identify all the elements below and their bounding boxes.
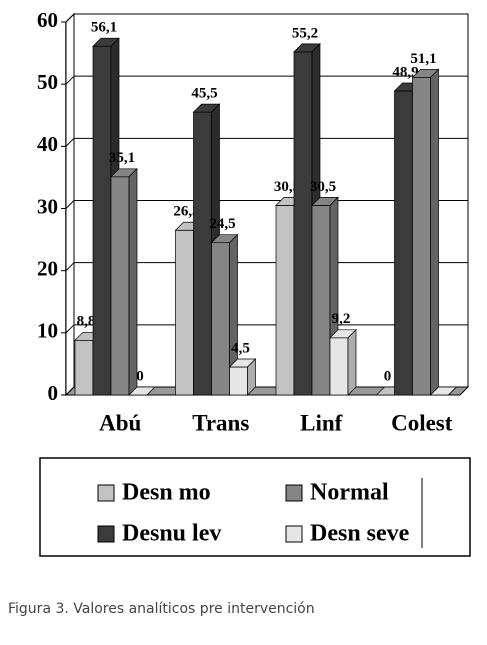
caption: Figura 3. Valores analíticos pre interve… bbox=[8, 601, 315, 617]
value-label: 9,2 bbox=[332, 311, 351, 327]
bar bbox=[193, 111, 212, 396]
bar-side bbox=[347, 328, 357, 396]
legend-swatch bbox=[97, 525, 115, 543]
y-tick-label: 30 bbox=[37, 194, 58, 218]
grid-line bbox=[65, 200, 75, 209]
legend-swatch bbox=[97, 484, 115, 502]
legend-label: Desnu lev bbox=[122, 521, 221, 547]
x-tick-label: Colest bbox=[391, 410, 453, 435]
x-tick-label: Abú bbox=[99, 410, 141, 435]
y-tick-label: 10 bbox=[37, 319, 58, 343]
bar bbox=[275, 205, 295, 396]
legend-box bbox=[39, 457, 471, 557]
value-label: 55,2 bbox=[292, 25, 318, 41]
value-label: 35,1 bbox=[109, 150, 135, 166]
bar-side bbox=[448, 386, 457, 396]
legend-swatch bbox=[285, 525, 303, 543]
bar bbox=[211, 242, 230, 396]
y-tick-label: 60 bbox=[37, 8, 58, 32]
bar-side bbox=[128, 167, 138, 396]
value-label: 4,5 bbox=[231, 340, 250, 356]
value-label: 26,5 bbox=[173, 204, 199, 220]
bar bbox=[329, 337, 349, 396]
value-label: 48,9 bbox=[392, 64, 418, 80]
grid-line bbox=[65, 262, 75, 272]
value-label: 8,8 bbox=[77, 314, 96, 330]
y-tick-label: 40 bbox=[37, 132, 58, 156]
bar bbox=[175, 229, 194, 396]
x-tick-label: Linf bbox=[300, 410, 343, 435]
bar bbox=[110, 176, 130, 396]
value-label: 0 bbox=[136, 368, 144, 384]
grid-line bbox=[65, 75, 75, 85]
y-tick-label: 20 bbox=[37, 256, 58, 280]
value-label: 30,5 bbox=[310, 179, 336, 195]
bar bbox=[412, 76, 431, 396]
bar bbox=[293, 51, 313, 396]
legend-label: Desn mo bbox=[122, 480, 211, 506]
bar-side bbox=[247, 358, 256, 396]
grid-line bbox=[65, 324, 75, 334]
x-tick-label: Trans bbox=[192, 410, 249, 435]
value-label: 45,5 bbox=[191, 86, 217, 102]
value-label: 51,1 bbox=[410, 51, 436, 67]
bar bbox=[74, 339, 94, 396]
grid-line bbox=[65, 137, 75, 147]
value-label: 30,5 bbox=[274, 179, 300, 195]
bar bbox=[92, 45, 112, 396]
bar-side bbox=[146, 386, 156, 396]
grid-line bbox=[65, 386, 75, 396]
y-tick-label: 50 bbox=[37, 70, 58, 94]
bar bbox=[229, 366, 248, 396]
value-label: 0 bbox=[384, 368, 392, 384]
bar bbox=[311, 205, 331, 396]
grid-line bbox=[65, 13, 75, 23]
legend-label: Desn seve bbox=[310, 521, 410, 547]
value-label: 24,5 bbox=[209, 216, 235, 232]
legend-label: Normal bbox=[310, 480, 389, 506]
bar bbox=[394, 90, 413, 396]
value-label: 56,1 bbox=[91, 20, 117, 36]
y-tick-label: 0 bbox=[48, 381, 59, 405]
legend-swatch bbox=[285, 484, 303, 502]
bar-side bbox=[430, 68, 439, 396]
